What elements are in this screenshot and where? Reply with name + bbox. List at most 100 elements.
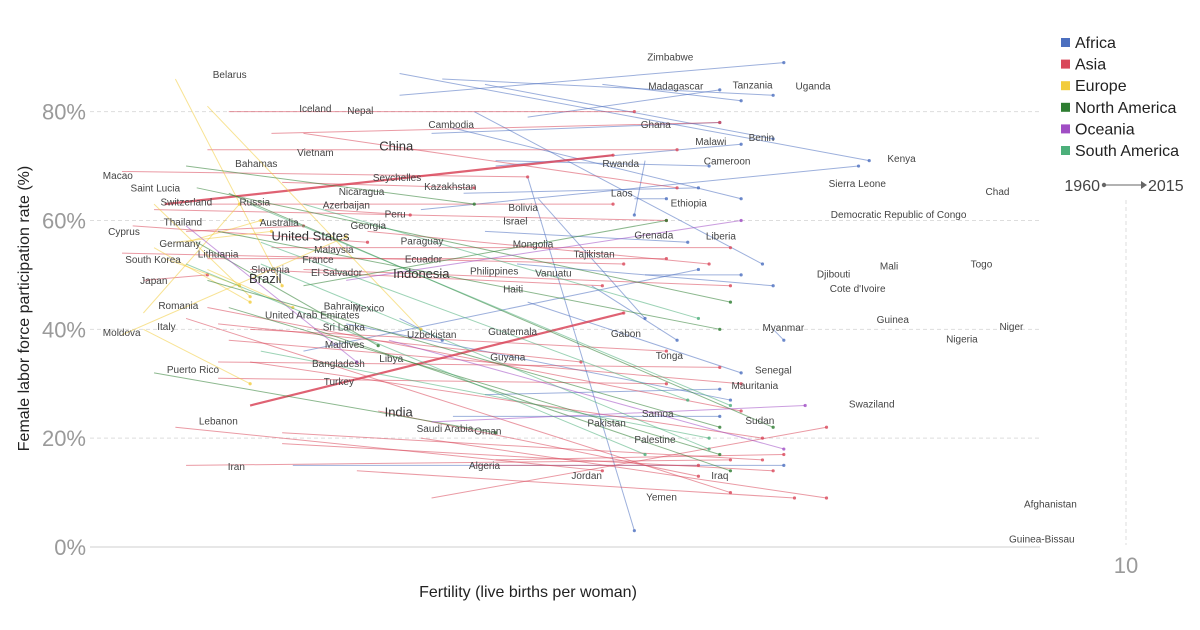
series-segment — [463, 187, 699, 194]
series-segment — [388, 339, 784, 450]
country-label: Mauritania — [732, 381, 779, 392]
series-line — [431, 425, 829, 499]
country-label: Romania — [158, 301, 198, 312]
country-label: Iraq — [711, 471, 728, 482]
country-label: China — [379, 138, 414, 153]
series-segment — [356, 470, 795, 499]
series-start-point — [675, 148, 679, 152]
series-start-point — [739, 409, 743, 413]
country-label: Mali — [880, 262, 898, 273]
country-label: Guatemala — [488, 327, 537, 338]
series-start-point — [248, 300, 252, 304]
series-start-point — [632, 110, 636, 114]
series-segment — [495, 453, 784, 461]
country-label: Guinea-Bissau — [1009, 534, 1075, 545]
series-start-point — [782, 61, 786, 65]
series-start-point — [728, 403, 733, 408]
series-start-point — [718, 452, 722, 457]
country-label: Azerbaijan — [323, 201, 370, 212]
series-line — [207, 148, 679, 152]
country-label: India — [385, 405, 414, 420]
country-label: Tanzania — [733, 80, 773, 91]
series-segment — [303, 219, 667, 287]
country-label: Bolivia — [508, 203, 538, 214]
country-label: Macao — [103, 171, 133, 182]
series-line — [772, 328, 786, 342]
series-start-point — [771, 93, 775, 97]
series-segment — [633, 160, 646, 216]
country-label: Algeria — [469, 461, 501, 472]
series-segment — [495, 160, 710, 167]
country-label: Grenada — [634, 231, 673, 242]
series-segment — [143, 274, 208, 281]
series-line — [356, 470, 797, 500]
series-line — [185, 225, 359, 364]
country-label: Uzbekistan — [407, 330, 456, 341]
legend-swatch — [1061, 124, 1070, 134]
series-start-point — [355, 360, 359, 364]
series-line — [388, 339, 786, 451]
country-label: Malawi — [695, 137, 726, 148]
series-segment — [153, 247, 251, 303]
country-label: Ethiopia — [671, 199, 708, 210]
series-segment — [121, 236, 347, 336]
series-line — [420, 437, 829, 500]
series-segment — [228, 307, 720, 455]
country-label: Senegal — [755, 366, 792, 377]
time-legend-arrowhead — [1141, 181, 1147, 189]
country-label: Myanmar — [762, 323, 804, 334]
series-start-point — [728, 458, 733, 462]
series-start-point — [824, 425, 829, 429]
series-segment — [249, 203, 731, 406]
series-line — [207, 256, 669, 261]
series-start-point — [782, 447, 786, 451]
series-start-point — [782, 452, 786, 457]
series-start-point — [376, 344, 380, 348]
country-label: Ecuador — [405, 255, 443, 266]
series-line — [602, 83, 743, 103]
series-segment — [122, 252, 624, 265]
country-label: Switzerland — [160, 197, 212, 208]
series-segment — [196, 241, 379, 347]
country-label: Cameroon — [704, 157, 751, 168]
series-segment — [399, 62, 784, 96]
series-line — [420, 164, 861, 211]
country-label: Madagascar — [648, 82, 704, 93]
y-tick-label: 0% — [54, 535, 86, 560]
country-label: Chad — [986, 187, 1010, 198]
series-line — [250, 328, 669, 353]
series-line — [185, 317, 733, 495]
series-line — [282, 443, 775, 473]
series-segment — [218, 377, 667, 385]
country-label: Maldives — [325, 340, 364, 351]
country-label: Bahamas — [235, 159, 277, 170]
series-start-point — [686, 240, 690, 244]
series-line — [249, 203, 733, 408]
country-label: Cote d'Ivoire — [830, 284, 886, 295]
country-label: Kazakhstan — [424, 182, 476, 193]
country-label: Niger — [999, 322, 1024, 333]
series-line — [645, 273, 743, 277]
country-label: Ghana — [641, 120, 671, 131]
country-label: Haiti — [503, 285, 523, 296]
series-line — [399, 73, 871, 163]
series-line — [228, 307, 722, 457]
series-segment — [431, 122, 720, 134]
country-label: Palestine — [634, 435, 676, 446]
legend-label: Africa — [1075, 35, 1116, 52]
legend-label: Oceania — [1075, 121, 1135, 138]
series-start-point — [718, 387, 722, 391]
series-start-point — [365, 240, 370, 244]
series-segment — [260, 241, 688, 401]
country-label: Nicaragua — [339, 187, 385, 198]
series-line — [185, 263, 647, 457]
series-line — [271, 246, 733, 250]
series-start-point — [600, 284, 604, 288]
series-line — [495, 452, 786, 461]
series-segment — [122, 170, 528, 178]
series-line — [196, 187, 733, 304]
series-start-point — [707, 262, 711, 266]
series-line — [207, 279, 722, 429]
series-line — [463, 186, 701, 194]
series-start-point — [739, 382, 743, 386]
